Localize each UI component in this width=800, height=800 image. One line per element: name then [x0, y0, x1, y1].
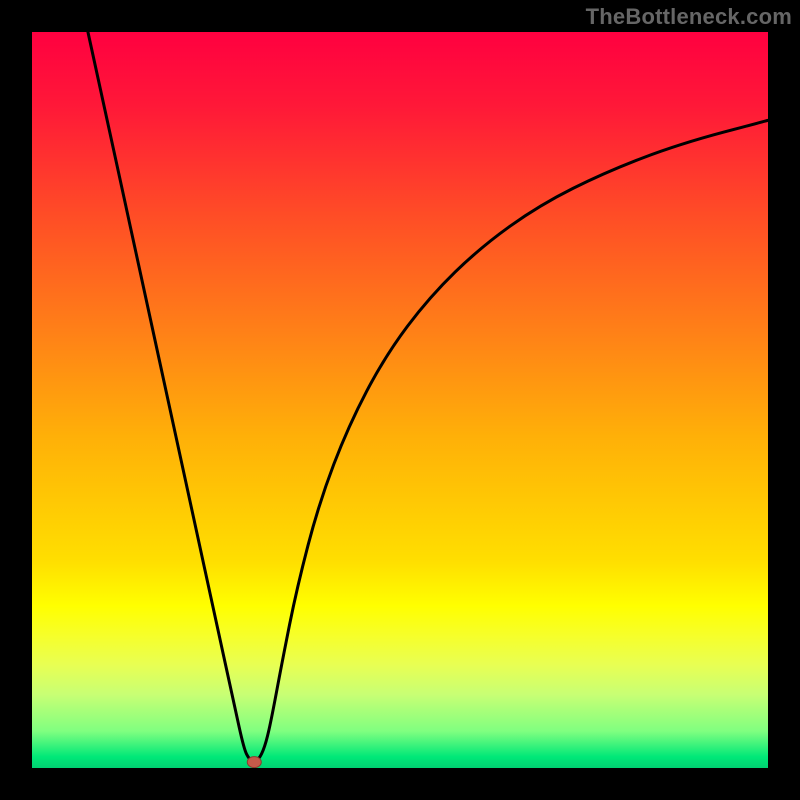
plot-area	[32, 32, 768, 768]
watermark-text: TheBottleneck.com	[586, 4, 792, 30]
bottleneck-chart: TheBottleneck.com	[0, 0, 800, 800]
chart-svg	[32, 32, 768, 768]
optimal-point-marker	[247, 757, 261, 768]
gradient-background	[32, 32, 768, 768]
